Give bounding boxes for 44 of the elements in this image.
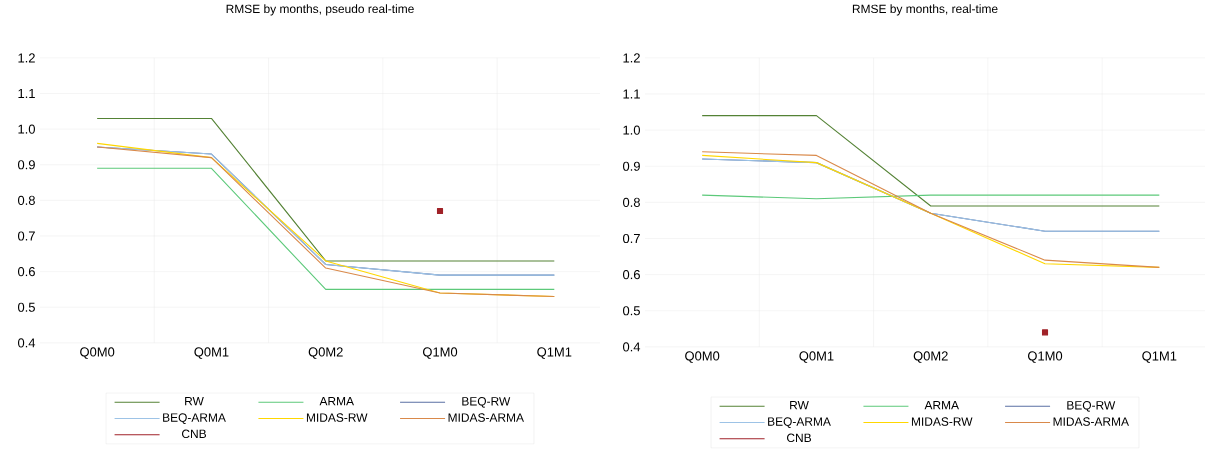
x-tick-label: Q0M2 [913, 351, 948, 363]
y-tick-label: 0.5 [622, 306, 640, 316]
y-tick-label: 1.0 [623, 125, 640, 135]
legend-label: MIDAS-ARMA [1053, 417, 1129, 426]
x-tick-label: Q1M0 [422, 347, 458, 359]
y-tick-label: 1.1 [18, 89, 35, 99]
y-tick-label: 0.5 [17, 302, 35, 312]
legend-label: MIDAS-RW [911, 417, 973, 426]
x-tick-label: Q1M1 [1142, 351, 1177, 363]
y-tick-label: 0.7 [622, 233, 640, 244]
y-tick-label: 0.9 [17, 160, 35, 170]
legend-label: BEQ-ARMA [768, 417, 831, 428]
x-tick-label: Q0M1 [194, 347, 229, 359]
legend-label: MIDAS-RW [306, 413, 368, 422]
x-tick-label: Q1M0 [1027, 351, 1063, 363]
legend-label: ARMA [924, 401, 959, 410]
legend-label: BEQ-RW [462, 397, 511, 408]
chart-title: RMSE by months, pseudo real-time [226, 4, 414, 16]
x-tick-label: Q0M0 [80, 347, 115, 359]
y-tick-label: 1.2 [18, 53, 35, 63]
x-tick-label: Q1M1 [537, 347, 572, 359]
x-tick-label: Q0M1 [799, 351, 834, 363]
y-tick-label: 0.8 [17, 195, 35, 206]
y-tick-label: 1.1 [623, 89, 640, 99]
legend-label: BEQ-RW [1067, 401, 1116, 412]
y-tick-label: 0.4 [17, 338, 36, 348]
legend-label: MIDAS-ARMA [448, 413, 524, 422]
y-tick-label: 0.8 [622, 197, 640, 208]
y-tick-label: 1.2 [623, 53, 640, 63]
y-tick-label: 0.4 [622, 342, 641, 352]
legend-label: RW [185, 397, 204, 406]
legend-label: ARMA [319, 397, 354, 406]
x-tick-label: Q0M2 [308, 347, 343, 359]
y-tick-label: 1.0 [18, 124, 35, 134]
legend-label: BEQ-ARMA [163, 413, 226, 424]
y-tick-label: 0.6 [622, 270, 640, 280]
legend-label: CNB [787, 433, 811, 443]
legend-label: RW [790, 401, 809, 410]
chart-title: RMSE by months, real-time [852, 4, 998, 16]
y-tick-label: 0.9 [622, 161, 640, 171]
legend-label: CNB [181, 429, 206, 439]
x-tick-label: Q0M0 [685, 351, 720, 363]
y-tick-label: 0.6 [17, 267, 35, 277]
y-tick-label: 0.7 [17, 231, 35, 241]
